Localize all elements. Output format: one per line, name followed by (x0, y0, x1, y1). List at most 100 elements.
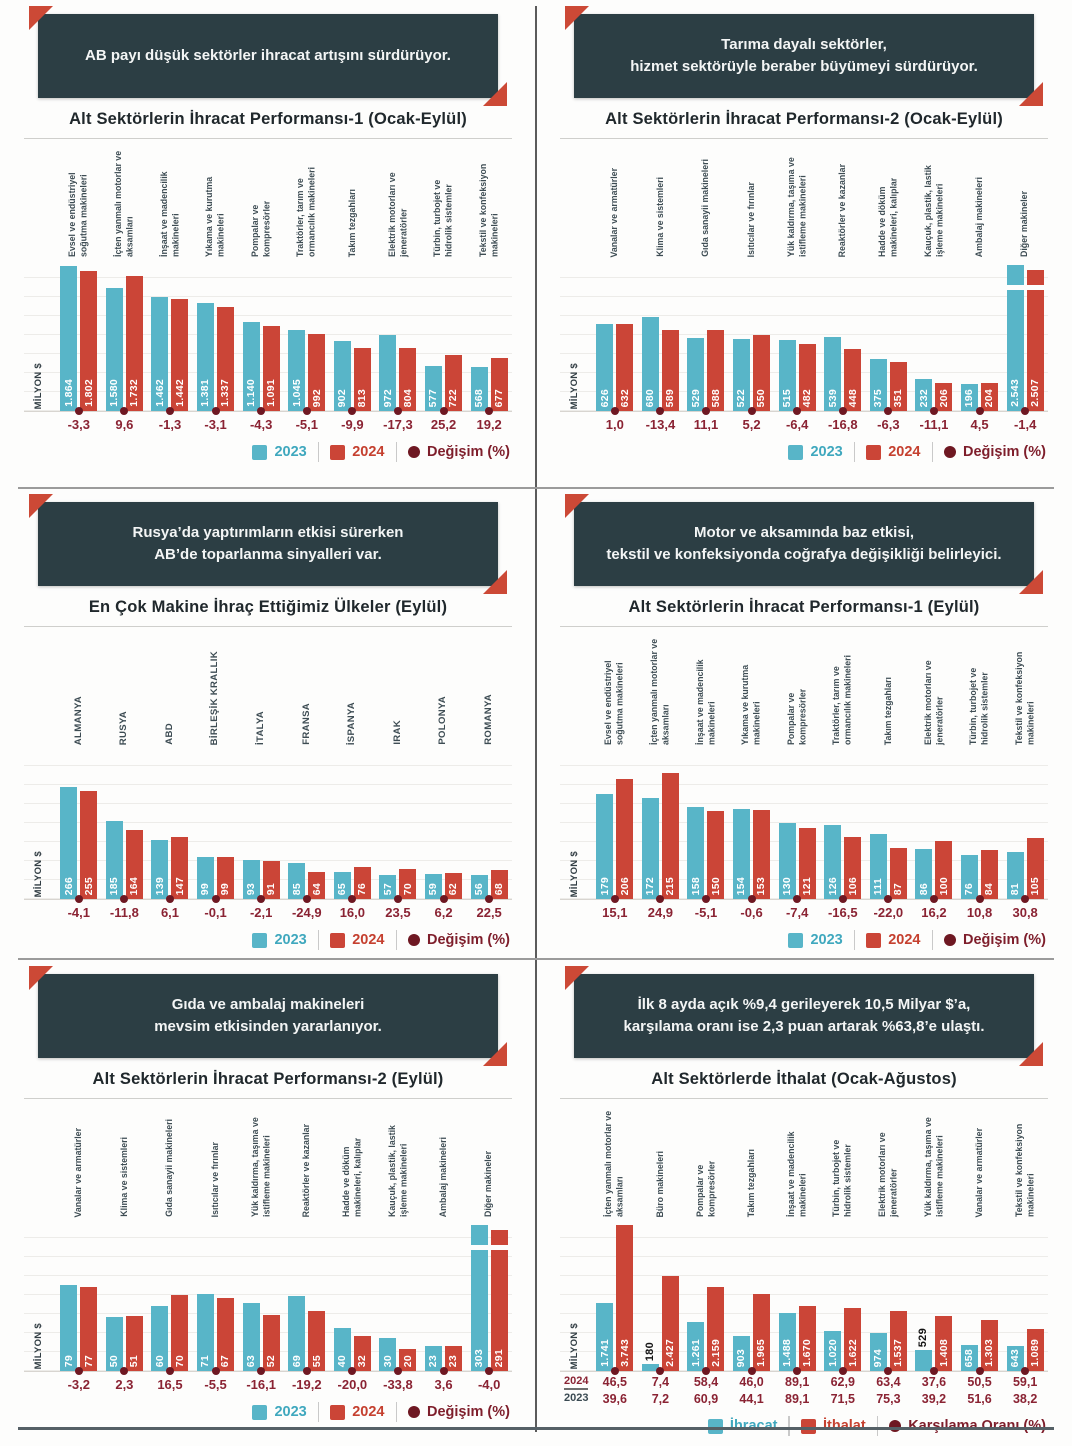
bar-value-label: 185 (108, 876, 121, 895)
category-cell: Pompalar ve kompresörler (683, 1105, 729, 1217)
change-dot (165, 407, 174, 415)
bar-2024: 632 (616, 324, 634, 411)
change-dot (838, 1367, 847, 1375)
legend-square-icon (866, 932, 882, 948)
change-dot (302, 407, 311, 415)
bar-2023: 185 (105, 821, 123, 899)
axis-break-icon (488, 1245, 510, 1250)
bars-row: 266 255 185 164 139 147 99 99 93 91 85 64 65 76 57 70 59… (56, 747, 512, 903)
ratio-value: 89,1 (785, 1392, 810, 1406)
change-value: -4,3 (249, 417, 273, 432)
headline-text: İlk 8 ayda açık %9,4 gerileyerek 10,5 Mi… (637, 995, 971, 1013)
category-cell: Tekstil ve konfeksiyon makineleri (1002, 633, 1048, 745)
legend-square-icon (800, 1418, 816, 1434)
category-label: Elektrik motorları ve jeneratörler (922, 660, 944, 745)
change-dot (838, 407, 847, 415)
row-label-2024: 2024 (564, 1375, 589, 1390)
bar-2023: 172 (641, 798, 659, 899)
change-dot (793, 1367, 802, 1375)
change-dot (1021, 1367, 1030, 1375)
bar-pair: 93 91 (238, 747, 284, 903)
bar-2023: 1.580 (105, 288, 123, 411)
category-label: Reaktörler ve kazanlar (837, 163, 848, 257)
change-value: 4,5 (970, 417, 989, 432)
plot-area: MİLYON $ 626 632 680 589 529 588 522 550 515 482 53… (560, 259, 1048, 415)
change-value: 9,6 (115, 417, 134, 432)
bar-value-label: 62 (447, 882, 460, 895)
bar-2024: 32 (353, 1336, 371, 1371)
bar-pair: 180 2.427 (638, 1219, 684, 1375)
category-label: İTALYA (254, 711, 266, 745)
bar-2023: 99 (197, 857, 215, 899)
bar-pair: 99 99 (193, 747, 239, 903)
bar-2024: 68 (490, 870, 508, 899)
bar-2023: 86 (915, 849, 933, 899)
chart-title: Alt Sektörlerde İthalat (Ocak-Ağustos) (651, 1070, 957, 1088)
bar-value-label: 813 (356, 388, 369, 407)
ratio-value: 63,4 (876, 1375, 901, 1389)
bar-pair: 1.381 1.337 (193, 259, 239, 415)
bar-2024: 84 (981, 850, 999, 899)
legend-square-icon (788, 444, 804, 460)
headline-text: hizmet sektörüyle beraber büyümeyi sürdü… (630, 58, 978, 75)
category-label: Yıkama ve kurutma makineleri (204, 176, 226, 257)
ratio-value: 50,5 (967, 1375, 992, 1389)
bar-value-label: 50 (108, 1354, 121, 1367)
ratio-value: 44,1 (739, 1392, 764, 1406)
change-value: -16,1 (246, 1377, 276, 1392)
bar-value-label: 147 (173, 876, 186, 895)
bar-2023: 303 (468, 1225, 490, 1371)
legend-separator (317, 1402, 320, 1422)
bar-2024: 147 (171, 837, 189, 899)
category-label: Büro makineleri (654, 1150, 665, 1218)
category-row: İçten yanmalı motorlar ve aksamları Büro … (560, 1105, 1048, 1217)
bar-i̇thalat: 2.427 (661, 1276, 679, 1371)
legend: 2023 2024 Değişim (%) (26, 930, 510, 950)
bar-2024: 215 (661, 773, 679, 899)
bar-pair: 515 482 (774, 259, 820, 415)
bars-row: 79 77 50 51 60 70 71 67 63 52 69 55 40 32 30 20 23 23 303 2… (56, 1219, 512, 1375)
bar-2024: 23 (445, 1346, 463, 1371)
bar-2024: 206 (935, 383, 953, 411)
legend-square-icon (252, 444, 268, 460)
bar-value-label: 77 (82, 1354, 95, 1367)
bar-value-label: 626 (598, 388, 611, 407)
bar-value-label: 70 (173, 1354, 186, 1367)
bar-pair: 529 588 (683, 259, 729, 415)
bar-i̇thalat: 1.408 (935, 1316, 953, 1371)
bar-2023: 158 (687, 807, 705, 899)
bar-i̇hracat: 180 (641, 1342, 659, 1371)
legend-item: 2023 (252, 932, 307, 948)
category-cell: Klima ve sistemleri (102, 1105, 148, 1217)
bar-value-label: 68 (492, 882, 505, 895)
category-label: İnşaat ve madencilik makineleri (785, 1131, 808, 1217)
bar-pair: 111 87 (866, 747, 912, 903)
category-row: ALMANYA RUSYA ABD BİRLEŞİK KRALLIK İTALYA FRA… (24, 633, 512, 745)
ratio-value: 58,4 (693, 1375, 719, 1389)
bar-value-label: 56 (472, 882, 485, 895)
change-dot (747, 407, 756, 415)
bar-value-label: 204 (983, 388, 996, 407)
title-underline (560, 626, 1048, 627)
bar-pair: 1.580 1.732 (102, 259, 148, 415)
category-label: Tekstil ve konfeksiyon makineleri (1013, 651, 1036, 745)
changes-row: -4,1 -11,8 6,1 -0,1 -2,1 -24,9 16,0 23,5 6,2 22,5 (24, 905, 512, 920)
category-cell: BİRLEŞİK KRALLIK (193, 633, 239, 745)
bar-2024: 51 (125, 1316, 143, 1371)
bars-row: 179 206 172 215 158 150 154 153 130 121 126 106 111 8… (592, 747, 1048, 903)
change-value: -16,8 (827, 417, 858, 432)
change-dot (884, 407, 893, 415)
category-row: Evsel ve endüstriyel soğutma makineleri İ… (24, 145, 512, 257)
bar-2024: 99 (217, 857, 235, 899)
bar-value-label: 448 (846, 388, 859, 407)
bar-2023: 71 (197, 1294, 215, 1371)
change-value: -16,5 (827, 905, 858, 920)
bar-value-label: 588 (709, 388, 722, 407)
bar-value-label: 59 (427, 882, 440, 895)
bar-value-label: 375 (872, 388, 885, 407)
change-dot (257, 895, 266, 903)
chart-title: Alt Sektörlerin İhracat Performansı-1 (O… (69, 110, 467, 128)
bar-2023: 139 (151, 840, 169, 899)
category-label: Elektrik motorları ve jeneratörler (876, 1132, 899, 1217)
legend-separator (931, 442, 933, 462)
